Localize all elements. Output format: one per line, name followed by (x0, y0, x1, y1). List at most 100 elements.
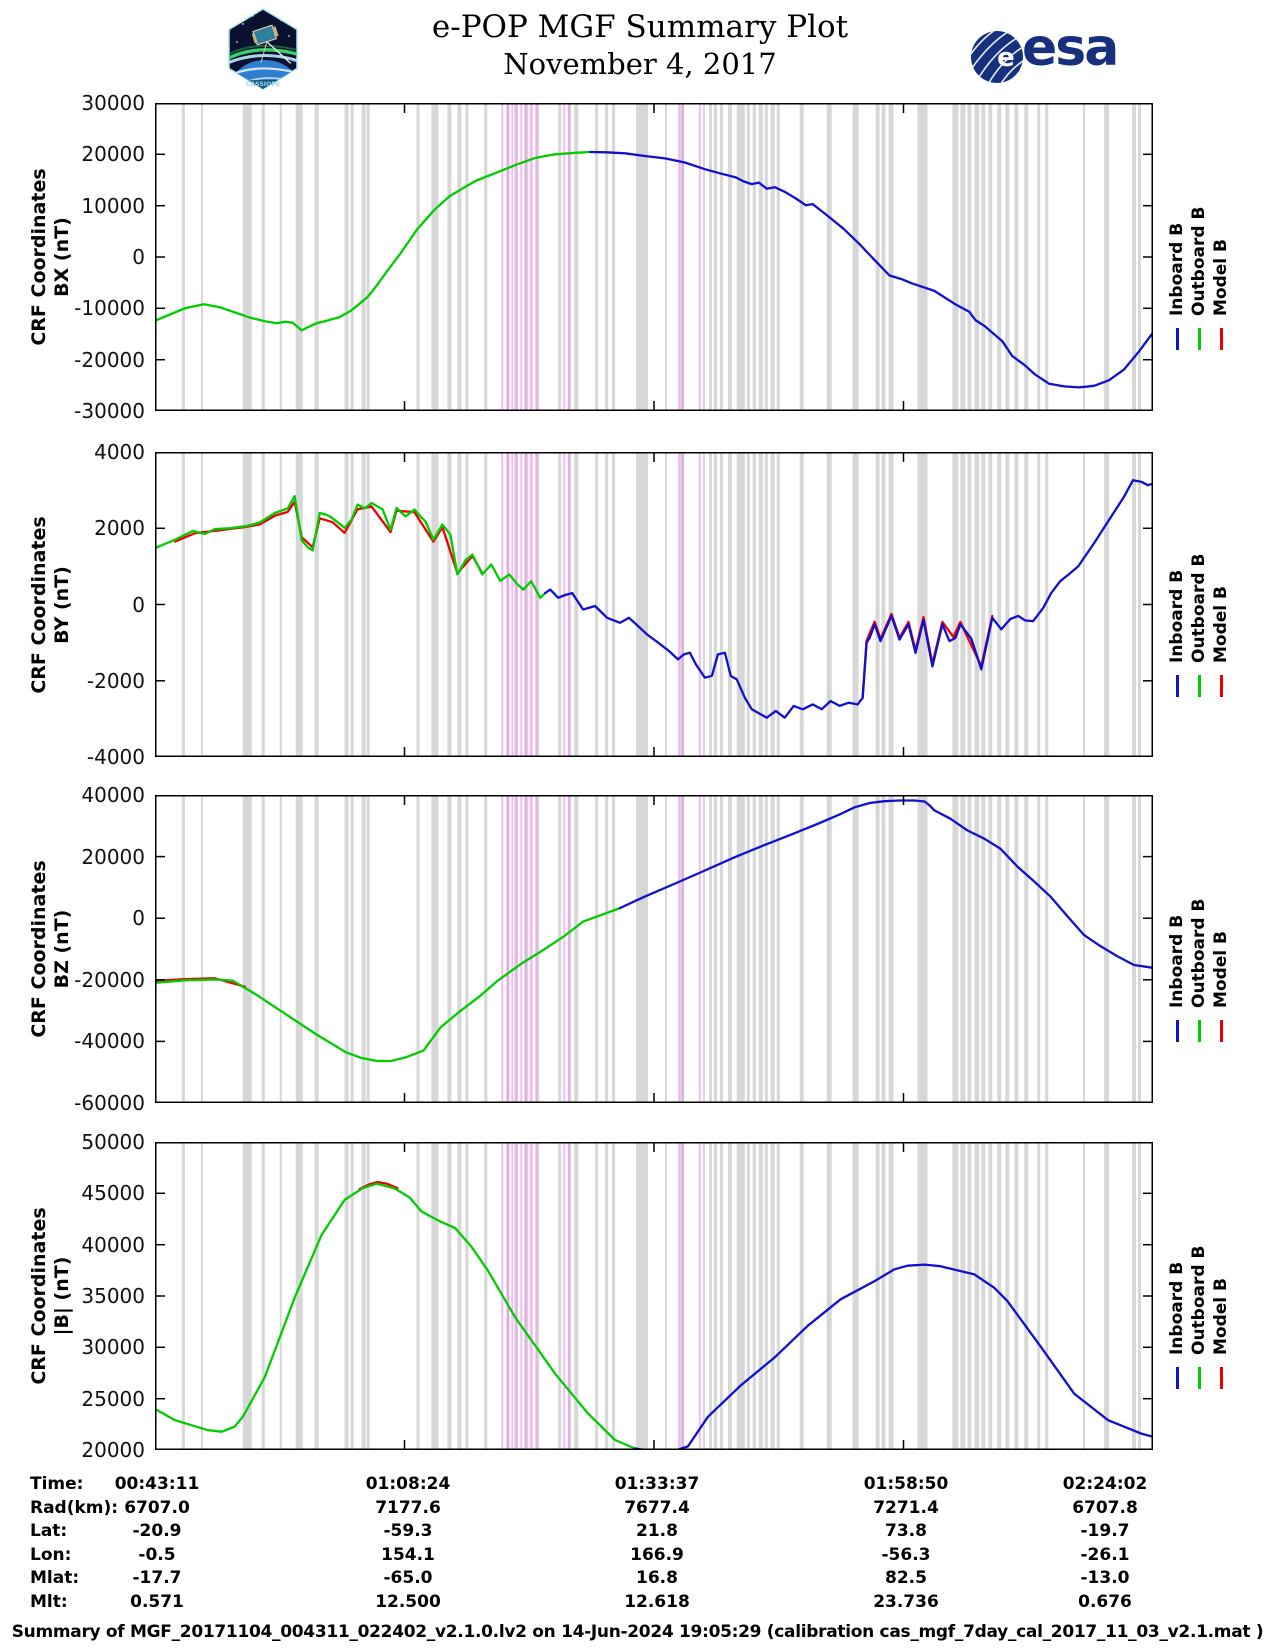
footer-value-r2c2: 21.8 (636, 1521, 678, 1541)
pink-data-gap-band (529, 1143, 533, 1449)
gray-data-gap-band (361, 104, 366, 410)
bx-legend-swatch-inboard (1175, 327, 1179, 350)
bz-axis-title: CRF Coordinates BZ (nT) (28, 784, 76, 1114)
gray-data-gap-band (770, 104, 775, 410)
bx-ytick-20000: 20000 (81, 142, 145, 167)
bx-ytick--30000: -30000 (74, 399, 145, 423)
pink-data-gap-band (563, 1143, 566, 1449)
gray-data-gap-band (1024, 1143, 1029, 1449)
patch-satellite (251, 24, 292, 64)
gray-data-gap-band (852, 796, 859, 1102)
gray-data-gap-band (917, 1143, 928, 1449)
gray-data-gap-band (826, 1143, 832, 1449)
gray-data-gap-band (960, 796, 966, 1102)
footer-value-r4c4: -13.0 (1080, 1568, 1130, 1588)
gray-data-gap-band (988, 104, 993, 410)
gray-data-gap-band (1024, 104, 1029, 410)
gray-data-gap-band (826, 104, 832, 410)
gray-data-gap-band (261, 796, 265, 1102)
gray-data-gap-band (967, 104, 972, 410)
gray-data-gap-band (1024, 453, 1029, 756)
gray-data-gap-band (799, 104, 804, 410)
gray-data-gap-band (708, 1143, 712, 1449)
gray-data-gap-band (974, 453, 980, 756)
gray-data-gap-band (974, 1143, 980, 1449)
bz-legend-swatch-inboard (1175, 1019, 1179, 1042)
gray-data-gap-band (719, 1143, 723, 1449)
by-ytick--2000: -2000 (86, 668, 145, 693)
gray-data-gap-band (776, 104, 780, 410)
gray-data-gap-band (558, 453, 562, 756)
gray-data-gap-band (536, 453, 540, 756)
pink-data-gap-band (515, 1143, 518, 1449)
gray-data-gap-band (1045, 104, 1049, 410)
gray-data-gap-band (574, 796, 579, 1102)
footer-value-r3c3: -56.3 (881, 1544, 931, 1565)
by-legend-model-b: Model B (1211, 586, 1231, 664)
gray-data-gap-band (967, 796, 972, 1102)
footer-value-r2c0: -20.9 (132, 1521, 182, 1541)
pink-data-gap-band (524, 796, 527, 1102)
gray-data-gap-band (1083, 104, 1086, 410)
gray-data-gap-band (713, 1143, 717, 1449)
gray-data-gap-band (279, 796, 282, 1102)
gray-data-gap-band (719, 104, 723, 410)
gray-data-gap-band (708, 104, 712, 410)
gray-data-gap-band (279, 104, 282, 410)
bz-legend-swatch-model (1219, 1019, 1223, 1042)
gray-data-gap-band (888, 453, 894, 756)
file-summary-line: Summary of MGF_20171104_004311_022402_v2… (11, 1622, 1264, 1642)
gray-data-gap-band (574, 453, 579, 756)
gray-data-gap-band (764, 796, 768, 1102)
gray-data-gap-band (344, 104, 349, 410)
bx-legend-model-b: Model B (1211, 238, 1231, 316)
pink-data-gap-band (520, 104, 523, 410)
gray-data-gap-band (457, 1143, 462, 1449)
gray-data-gap-band (1138, 453, 1141, 756)
pink-data-gap-band (511, 796, 514, 1102)
gray-data-gap-band (702, 796, 705, 1102)
gray-data-gap-band (665, 453, 667, 756)
gray-data-gap-band (752, 1143, 756, 1449)
gray-data-gap-band (366, 796, 370, 1102)
patch-star (242, 23, 244, 25)
gray-data-gap-band (770, 1143, 775, 1449)
footer-value-r5c2: 12.618 (624, 1591, 690, 1612)
gray-data-gap-band (967, 453, 972, 756)
gray-data-gap-band (361, 1143, 366, 1449)
gray-data-gap-band (1045, 1143, 1049, 1449)
bz-ytick-20000: 20000 (81, 844, 145, 869)
btot-axis-title-line2: |B| (nT) (51, 1256, 73, 1336)
gray-data-gap-band (960, 453, 966, 756)
bx-ytick-30000: 30000 (81, 91, 145, 115)
gray-data-gap-band (279, 453, 282, 756)
gray-data-gap-band (242, 796, 252, 1102)
btot-ytick-25000: 25000 (81, 1386, 145, 1411)
gray-data-gap-band (758, 104, 763, 410)
gray-data-gap-band (181, 796, 185, 1102)
footer-value-r2c3: 73.8 (885, 1521, 927, 1541)
by-legend-inboard-b: Inboard B (1167, 570, 1187, 664)
gray-data-gap-band (708, 796, 712, 1102)
gray-data-gap-band (917, 104, 928, 410)
gray-data-gap-band (952, 104, 959, 410)
gray-data-gap-band (665, 1143, 667, 1449)
gray-data-gap-band (295, 104, 303, 410)
gray-data-gap-band (457, 453, 462, 756)
gray-data-gap-band (1083, 796, 1086, 1102)
gray-data-gap-band (612, 453, 616, 756)
gray-data-gap-band (713, 796, 717, 1102)
gray-data-gap-band (746, 104, 750, 410)
gray-data-gap-band (314, 453, 319, 756)
gray-data-gap-band (242, 453, 252, 756)
gray-data-gap-band (1037, 796, 1041, 1102)
gray-data-gap-band (181, 453, 185, 756)
footer-value-r0c1: 01:08:24 (365, 1474, 451, 1494)
gray-data-gap-band (465, 104, 469, 410)
gray-data-gap-band (736, 1143, 745, 1449)
gray-data-gap-band (665, 796, 667, 1102)
gray-data-gap-band (361, 453, 366, 756)
gray-data-gap-band (636, 104, 648, 410)
gray-data-gap-band (758, 453, 763, 756)
pink-data-gap-band (520, 1143, 523, 1449)
